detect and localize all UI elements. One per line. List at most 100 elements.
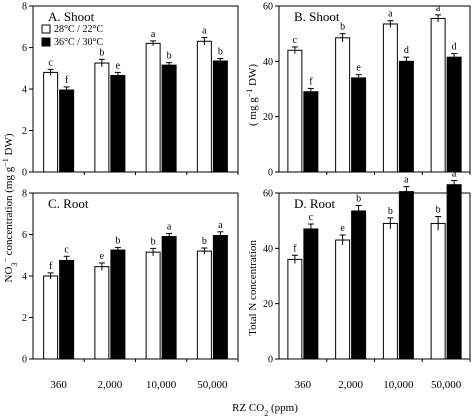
bar-b-1-1 [335, 37, 351, 173]
panel-b: B. Shoot 0 20 40 60 c f b e a d a d [263, 2, 471, 179]
sig-letter-c-2-2: a [167, 221, 172, 232]
sig-letter-d-2-2: a [404, 175, 409, 186]
sig-letter-c-1-3: b [202, 236, 207, 247]
x-axis-title: RZ CO2 (ppm) [232, 402, 298, 417]
y-tick-label-d-3: 60 [263, 189, 273, 200]
sig-letter-d-1-0: f [293, 243, 297, 254]
legend: 28°C / 22°C 36°C / 30°C [41, 24, 103, 48]
bar-d-1-3 [430, 222, 446, 360]
sig-letter-d-1-1: e [340, 223, 345, 234]
y-tick-label-a-1: 2 [22, 126, 27, 137]
bar-d-1-0 [287, 258, 303, 360]
bar-c-1-2 [145, 251, 161, 360]
sig-letter-b-1-1: b [340, 22, 345, 33]
bar-d-2-0 [303, 228, 319, 360]
sig-letter-c-1-1: e [100, 251, 105, 262]
bar-c-1-3 [196, 250, 212, 360]
y-tick-label-b-0: 0 [268, 168, 273, 179]
sig-letter-b-2-3: d [452, 42, 457, 53]
sig-letter-b-2-2: d [404, 45, 409, 56]
sig-letter-d-1-2: b [388, 206, 393, 217]
bar-a-1-2 [145, 42, 161, 173]
sig-letter-c-2-0: c [64, 244, 69, 255]
sig-letter-b-1-3: a [436, 3, 441, 14]
legend-swatch-2 [41, 37, 51, 47]
bar-c-2-0 [59, 259, 75, 360]
sig-letter-a-2-0: f [65, 75, 69, 86]
sig-letter-a-2-3: b [218, 46, 223, 57]
y-tick-label-d-2: 40 [263, 244, 273, 255]
panel-title-b: B. Shoot [294, 9, 340, 24]
bar-b-2-1 [351, 77, 367, 173]
x-tick-label-c-1: 2,000 [98, 379, 123, 391]
panel-title-c: C. Root [48, 196, 89, 211]
bar-c-1-1 [94, 266, 110, 360]
sig-letter-b-1-2: a [388, 9, 393, 20]
bar-c-2-1 [110, 249, 126, 360]
bar-b-2-0 [303, 91, 319, 173]
sig-letter-a-1-1: b [99, 47, 104, 58]
sig-letter-a-1-0: c [48, 57, 53, 68]
panel-title-d: D. Root [294, 196, 336, 211]
sig-letter-c-2-1: b [115, 236, 120, 247]
sig-letter-b-2-1: e [356, 63, 361, 74]
y-tick-label-d-0: 0 [268, 355, 273, 366]
x-tick-label-c-3: 50,000 [197, 379, 228, 391]
bar-a-2-2 [161, 64, 177, 173]
x-tick-label-c-0: 360 [50, 379, 67, 391]
bar-a-2-0 [59, 89, 75, 173]
sig-letter-b-2-0: f [309, 76, 313, 87]
bar-d-2-2 [398, 191, 414, 360]
bar-d-2-1 [351, 210, 367, 360]
sig-letter-c-2-3: a [218, 220, 223, 231]
right-bottom-y-axis-title: Total N concentration [247, 240, 259, 336]
y-tick-label-a-0: 0 [22, 168, 27, 179]
bar-a-1-3 [196, 40, 212, 173]
y-tick-label-b-2: 40 [263, 57, 273, 68]
sig-letter-c-1-0: f [49, 261, 53, 272]
sig-letter-d-2-1: b [356, 193, 361, 204]
y-tick-label-c-0: 0 [22, 355, 27, 366]
panel-d: D. Root 0 20 40 60 f c 360 e b 2,000 b a 10,000 b a 50,0… [263, 169, 471, 391]
legend-label-2: 36°C / 30°C [54, 37, 103, 48]
y-tick-label-b-1: 20 [263, 112, 273, 123]
y-tick-label-b-3: 60 [263, 2, 273, 13]
bar-b-1-2 [382, 23, 398, 173]
y-tick-label-a-4: 8 [22, 2, 27, 13]
bar-a-2-3 [212, 60, 228, 173]
sig-letter-c-1-2: b [151, 236, 156, 247]
bar-b-2-3 [446, 56, 462, 173]
bar-a-1-0 [43, 71, 59, 173]
sig-letter-d-1-3: b [436, 205, 441, 216]
sig-letter-d-2-0: c [309, 212, 314, 223]
y-tick-label-a-2: 4 [22, 85, 27, 96]
left-y-axis-title: NO3− concentration (mg g−1 DW) [1, 133, 19, 282]
bar-b-2-2 [398, 60, 414, 173]
sig-letter-a-1-2: a [151, 29, 156, 40]
sig-letter-a-2-2: b [167, 51, 172, 62]
x-tick-label-d-2: 10,000 [383, 379, 414, 391]
y-tick-label-c-3: 6 [22, 230, 27, 241]
bar-c-2-2 [161, 236, 177, 360]
sig-letter-d-2-3: a [452, 169, 457, 180]
sig-letter-a-2-1: e [116, 60, 121, 71]
x-tick-label-c-2: 10,000 [146, 379, 177, 391]
y-tick-label-c-1: 2 [22, 313, 27, 324]
sig-letter-a-1-3: a [202, 26, 207, 37]
bar-d-2-3 [446, 184, 462, 360]
y-tick-label-a-3: 6 [22, 43, 27, 54]
bar-d-1-2 [382, 222, 398, 360]
bar-d-1-1 [335, 239, 351, 360]
bar-a-1-1 [94, 62, 110, 173]
bar-b-1-0 [287, 49, 303, 173]
legend-label-1: 28°C / 22°C [54, 24, 103, 35]
y-tick-label-c-2: 4 [22, 272, 27, 283]
y-tick-label-d-1: 20 [263, 299, 273, 310]
bar-c-1-0 [43, 275, 59, 360]
y-tick-label-c-4: 8 [22, 189, 27, 200]
x-tick-label-d-0: 360 [295, 379, 312, 391]
bar-c-2-3 [212, 235, 228, 360]
